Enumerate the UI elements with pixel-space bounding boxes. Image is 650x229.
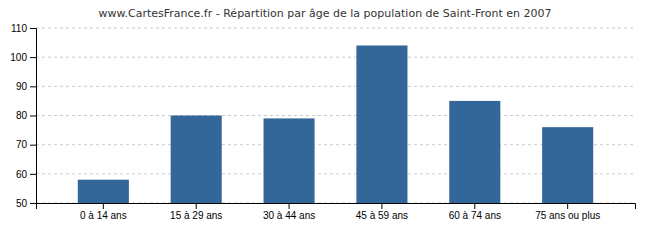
tick-mark bbox=[30, 57, 36, 58]
bar bbox=[542, 127, 593, 203]
grid-line bbox=[36, 28, 635, 29]
grid-line bbox=[36, 115, 635, 116]
tick-mark bbox=[381, 203, 382, 209]
y-tick: 80 bbox=[16, 110, 36, 121]
y-tick: 70 bbox=[16, 139, 36, 150]
tick-mark bbox=[289, 203, 290, 209]
x-axis: 0 à 14 ans 15 à 29 ans 30 à 44 ans 45 à 59 … bbox=[37, 203, 636, 221]
y-tick: 60 bbox=[16, 169, 36, 180]
axis-domain bbox=[30, 29, 37, 204]
bar bbox=[449, 101, 500, 203]
y-tick: 90 bbox=[16, 81, 36, 92]
tick-label: 30 à 44 ans bbox=[263, 210, 315, 221]
tick-mark bbox=[196, 203, 197, 209]
x-tick: 0 à 14 ans bbox=[80, 203, 127, 221]
tick-mark bbox=[30, 174, 36, 175]
grid-line bbox=[36, 86, 635, 87]
x-tick: 60 à 74 ans bbox=[449, 203, 501, 221]
tick-label: 45 à 59 ans bbox=[356, 210, 408, 221]
tick-label: 60 à 74 ans bbox=[449, 210, 501, 221]
bar bbox=[264, 118, 315, 203]
chart-title: www.CartesFrance.fr - Répartition par âg… bbox=[99, 7, 552, 20]
y-tick: 100 bbox=[10, 52, 36, 63]
grid-line bbox=[36, 57, 635, 58]
tick-label: 50 bbox=[16, 198, 28, 209]
tick-mark bbox=[30, 28, 36, 29]
tick-label: 60 bbox=[16, 169, 28, 180]
chart-svg: www.CartesFrance.fr - Répartition par âg… bbox=[0, 0, 650, 229]
tick-label: 0 à 14 ans bbox=[80, 210, 127, 221]
tick-mark bbox=[567, 203, 568, 209]
tick-mark bbox=[103, 203, 104, 209]
bar bbox=[171, 116, 222, 204]
x-tick: 45 à 59 ans bbox=[356, 203, 408, 221]
bar bbox=[78, 180, 129, 203]
bar bbox=[356, 46, 407, 204]
x-tick: 75 ans ou plus bbox=[535, 203, 600, 221]
bars bbox=[78, 46, 593, 204]
tick-mark bbox=[30, 145, 36, 146]
tick-label: 110 bbox=[11, 23, 27, 34]
tick-label: 100 bbox=[10, 52, 27, 63]
plot-area: 50 60 70 80 90 100 110 0 à 14 ans 15 à 29 ans 30 … bbox=[10, 23, 635, 229]
tick-label: 80 bbox=[16, 110, 28, 121]
tick-label: 75 ans ou plus bbox=[535, 210, 600, 221]
chart-container: www.CartesFrance.fr - Répartition par âg… bbox=[0, 0, 650, 229]
y-tick: 50 bbox=[16, 198, 36, 209]
tick-label: 15 à 29 ans bbox=[170, 210, 222, 221]
tick-label: 70 bbox=[16, 139, 28, 150]
tick-mark bbox=[30, 116, 36, 117]
x-tick: 30 à 44 ans bbox=[263, 203, 315, 221]
y-axis: 50 60 70 80 90 100 110 bbox=[10, 23, 36, 209]
tick-mark bbox=[474, 203, 475, 209]
axis-domain bbox=[37, 204, 636, 210]
tick-label: 90 bbox=[16, 81, 28, 92]
tick-mark bbox=[30, 203, 36, 204]
tick-mark bbox=[30, 86, 36, 87]
x-tick: 15 à 29 ans bbox=[170, 203, 222, 221]
y-tick: 110 bbox=[11, 23, 36, 34]
